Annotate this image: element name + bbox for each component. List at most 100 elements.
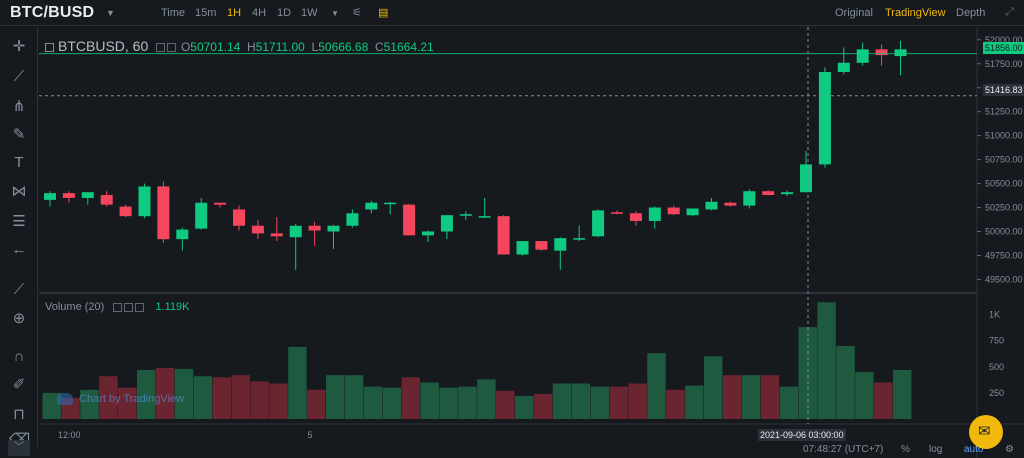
tf-1h[interactable]: 1H xyxy=(227,7,242,19)
candle-body xyxy=(289,225,302,238)
view-depth[interactable]: Depth xyxy=(956,7,986,19)
volume-bar xyxy=(779,386,798,419)
volume-bar xyxy=(704,356,723,419)
log-toggle[interactable]: log xyxy=(929,444,943,455)
volume-bar xyxy=(458,386,477,419)
tf-1d[interactable]: 1D xyxy=(277,7,292,19)
gear-icon[interactable]: ⚙ xyxy=(1005,444,1014,455)
candle-body xyxy=(592,210,605,237)
zoom-icon[interactable]: ⊕ xyxy=(12,310,26,327)
volume-settings-icon[interactable] xyxy=(124,302,134,312)
price-tick-label: 51000.00 xyxy=(985,131,1023,141)
volume-bar xyxy=(685,385,704,419)
fib-icon[interactable]: ⋔ xyxy=(12,98,26,115)
last-price-tag: 51856.00 xyxy=(983,42,1024,54)
volume-close-icon[interactable] xyxy=(135,302,145,312)
tf-time[interactable]: Time xyxy=(161,7,186,19)
candle-body xyxy=(327,225,340,232)
chart-settings-icon[interactable]: ▤ xyxy=(378,7,389,19)
more-timeframes-icon[interactable]: ▼ xyxy=(331,9,339,18)
volume-eye-icon[interactable] xyxy=(113,302,123,312)
candle-body xyxy=(497,216,510,255)
volume-tick-label: 750 xyxy=(989,336,1004,346)
volume-bar xyxy=(798,327,817,419)
volume-bar xyxy=(628,383,647,419)
volume-bar xyxy=(420,382,439,419)
volume-bar xyxy=(193,376,213,419)
volume-bar xyxy=(855,372,874,419)
ruler-icon[interactable]: ⟋ xyxy=(13,281,25,298)
auto-toggle[interactable]: auto xyxy=(964,444,984,455)
candle-body xyxy=(214,202,227,205)
view-original[interactable]: Original xyxy=(835,7,873,19)
volume-bar xyxy=(363,386,383,419)
tradingview-logo-icon xyxy=(57,393,73,406)
candle-body xyxy=(195,202,208,229)
candle-body xyxy=(894,49,907,57)
candle-body xyxy=(629,213,642,221)
pair-dropdown-icon[interactable]: ▼ xyxy=(106,8,115,18)
pair-title[interactable]: BTC/BUSD xyxy=(10,4,95,21)
candle-body xyxy=(422,231,434,236)
candle-body xyxy=(459,214,472,216)
legend-settings-icon[interactable] xyxy=(155,43,165,53)
candle-body xyxy=(81,192,94,198)
brush-icon[interactable]: ✎ xyxy=(12,126,26,143)
back-arrow-icon[interactable]: ← xyxy=(11,241,27,258)
tf-1w[interactable]: 1W xyxy=(301,7,318,19)
pattern-icon[interactable]: ⋈ xyxy=(11,183,27,200)
percent-toggle[interactable]: % xyxy=(901,444,910,455)
volume-bar xyxy=(893,369,912,419)
fullscreen-icon[interactable]: ⤢ xyxy=(1005,6,1014,18)
candle-body xyxy=(44,193,56,200)
lock-drawings-icon[interactable]: ✐ xyxy=(12,376,26,393)
tf-4h[interactable]: 4H xyxy=(252,7,267,19)
candle-body xyxy=(573,238,586,240)
view-tradingview[interactable]: TradingView xyxy=(885,7,946,19)
price-tick-label: 51250.00 xyxy=(985,107,1023,117)
volume-bar xyxy=(307,389,326,419)
chat-button[interactable]: ✉ xyxy=(969,415,1003,449)
candle-body xyxy=(705,201,718,210)
candle-body xyxy=(365,202,378,210)
volume-bar xyxy=(326,375,345,419)
volume-bar xyxy=(817,302,836,419)
volume-tick-label: 1K xyxy=(989,310,1000,320)
high-value: 51711.00 xyxy=(255,40,305,54)
candle-body xyxy=(837,62,850,72)
candle-body xyxy=(62,193,75,198)
crosshair-icon[interactable]: ✛ xyxy=(12,38,26,55)
chevron-down-icon[interactable]: ﹀ xyxy=(8,440,30,456)
text-icon[interactable]: T xyxy=(14,154,24,171)
volume-bar xyxy=(155,367,175,419)
candle-body xyxy=(138,186,151,217)
legend-close-icon[interactable] xyxy=(166,43,176,53)
candle-body xyxy=(346,213,359,226)
candle-body xyxy=(875,49,888,56)
candle-body xyxy=(800,164,812,193)
volume-bar xyxy=(552,383,572,419)
volume-bar xyxy=(174,368,194,419)
candle-body xyxy=(611,212,623,214)
low-value: 50666.68 xyxy=(318,40,369,54)
tf-15m[interactable]: 15m xyxy=(195,7,217,19)
candle-body xyxy=(251,225,264,234)
trendline-icon[interactable]: ⟋ xyxy=(13,68,25,85)
price-chart-svg[interactable]: 52000.0051750.0051500.0051250.0051000.00… xyxy=(39,27,1024,458)
close-value: 51664.21 xyxy=(383,40,434,54)
candle-body xyxy=(440,215,453,232)
collapse-legend-icon[interactable] xyxy=(45,43,54,53)
volume-bar xyxy=(874,382,893,419)
volume-bar xyxy=(496,390,515,419)
measure-icon[interactable]: ☰ xyxy=(12,213,26,230)
volume-bar xyxy=(760,375,780,419)
volume-bar xyxy=(439,387,458,419)
magnet-icon[interactable]: ∩ xyxy=(13,348,25,365)
bottom-bar: 07:48:27 (UTC+7) % log auto ⚙ xyxy=(39,441,1024,458)
tradingview-watermark[interactable]: Chart by TradingView xyxy=(57,393,184,406)
chart-area[interactable]: 52000.0051750.0051500.0051250.0051000.00… xyxy=(39,27,1024,458)
low-label: L xyxy=(311,40,319,54)
lock-icon[interactable]: ⊓ xyxy=(13,406,25,423)
indicators-icon[interactable]: ⚟ xyxy=(352,7,362,19)
open-value: 50701.14 xyxy=(190,40,241,54)
